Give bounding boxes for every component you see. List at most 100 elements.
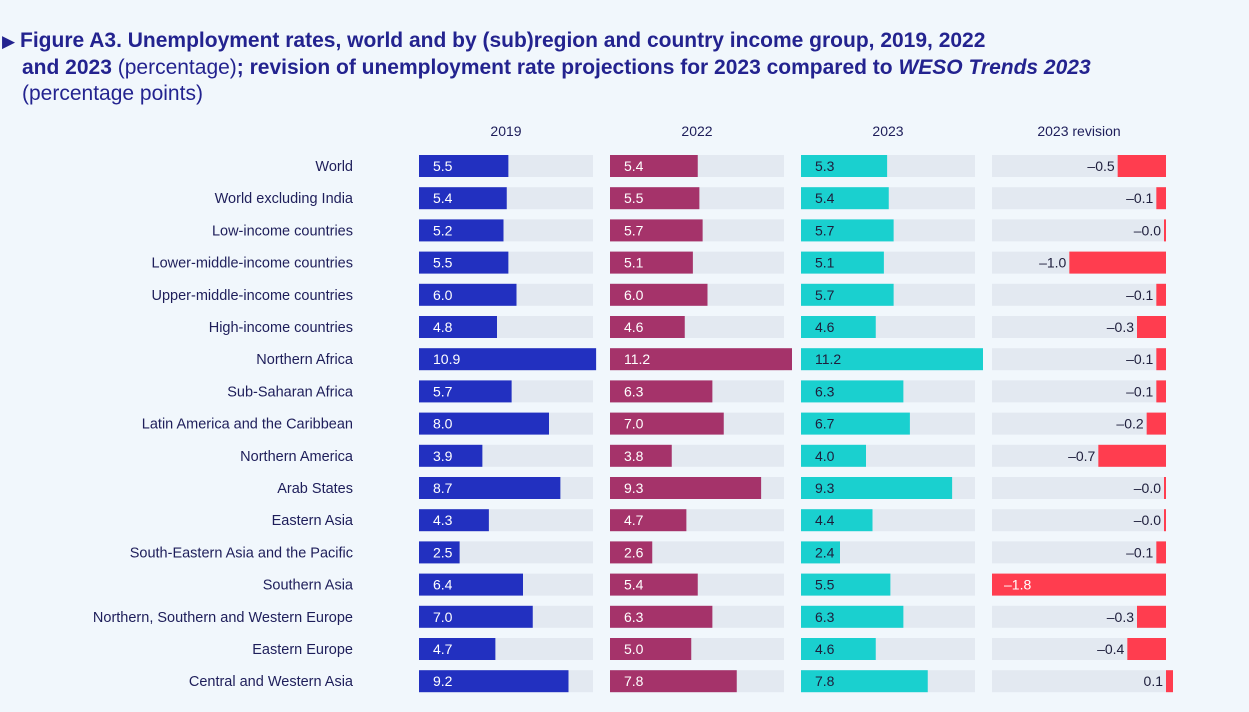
bar-revision: [1156, 348, 1166, 371]
bar-2023: [801, 251, 884, 274]
title-line-2-italic: WESO Trends 2023: [898, 56, 1091, 79]
data-label: 4.4: [815, 512, 835, 528]
data-label: 6.0: [624, 287, 644, 303]
bar-track: [992, 541, 1166, 564]
row-label: Northern Africa: [256, 352, 354, 368]
bar-track: [419, 541, 593, 564]
data-label: 5.2: [433, 222, 453, 238]
bar-track: [992, 638, 1166, 660]
data-label: 4.8: [433, 319, 453, 335]
bar-2019: [419, 509, 489, 532]
bar-revision: [1146, 412, 1166, 435]
data-label: 5.3: [815, 158, 835, 174]
row-label: High-income countries: [209, 320, 353, 336]
data-label: 7.8: [815, 673, 835, 689]
bar-2022: [610, 316, 685, 338]
bar-2022: [610, 573, 698, 596]
bar-2022: [610, 509, 687, 532]
data-label: 5.1: [815, 255, 835, 271]
data-label: 4.6: [815, 319, 835, 335]
data-label: 6.3: [815, 609, 835, 625]
data-label: 6.3: [815, 383, 835, 399]
data-label: 5.7: [815, 222, 835, 238]
bar-2022: [610, 380, 713, 403]
row-label: Lower-middle-income countries: [152, 256, 353, 272]
data-label: 11.2: [624, 351, 650, 367]
row-label: Low-income countries: [212, 223, 353, 239]
bar-revision: [1156, 380, 1166, 403]
bar-2023: [801, 638, 876, 660]
row-label: South-Eastern Asia and the Pacific: [130, 545, 353, 561]
bar-track: [992, 670, 1166, 693]
data-label: 2.6: [624, 544, 644, 560]
data-label: 4.3: [433, 512, 453, 528]
bar-2022: [610, 477, 762, 499]
row-label: World: [315, 159, 353, 175]
bar-2019: [419, 541, 460, 564]
row-label: Eastern Europe: [252, 642, 353, 658]
title-line-2-bold-a: and 2023: [22, 56, 112, 79]
data-label: 7.0: [624, 416, 644, 432]
bar-revision: [1069, 251, 1166, 274]
data-label: 6.0: [433, 287, 453, 303]
bar-2023: [801, 187, 889, 210]
data-label: 11.2: [815, 351, 841, 367]
data-label: –0.1: [1126, 383, 1153, 399]
bar-track: [992, 605, 1166, 628]
bar-revision: [1164, 219, 1166, 242]
data-label: –0.1: [1126, 544, 1153, 560]
data-label: –0.0: [1134, 480, 1161, 496]
bar-2019: [419, 251, 509, 274]
data-label: 5.0: [624, 641, 644, 657]
bar-2019: [419, 444, 483, 467]
bar-track: [992, 477, 1166, 499]
row-label: World excluding India: [215, 191, 354, 207]
data-label: 10.9: [433, 351, 460, 367]
bar-revision: [1164, 509, 1166, 532]
bar-2022: [610, 348, 792, 371]
data-label: –0.5: [1087, 158, 1114, 174]
data-label: –1.8: [1004, 577, 1031, 593]
data-label: –0.3: [1107, 609, 1134, 625]
data-label: 5.7: [433, 383, 453, 399]
bar-track: [992, 283, 1166, 306]
bar-2019: [419, 283, 517, 306]
data-label: 5.5: [815, 577, 835, 593]
bar-revision: [1156, 541, 1166, 564]
data-label: 3.9: [433, 448, 453, 464]
bar-2022: [610, 283, 708, 306]
data-label: 2.5: [433, 544, 453, 560]
bar-2022: [610, 187, 700, 210]
data-label: 2.4: [815, 544, 835, 560]
title-marker-icon: ▶: [2, 32, 16, 51]
bar-track: [992, 380, 1166, 403]
title-line-2-normal: (percentage): [111, 56, 237, 79]
bar-2023: [801, 155, 888, 177]
bar-2019: [419, 155, 509, 177]
data-label: 5.4: [624, 577, 644, 593]
bar-revision: [1137, 605, 1166, 628]
column-header-2022: 2022: [681, 123, 712, 139]
data-label: 8.0: [433, 416, 453, 432]
bar-2019: [419, 348, 597, 371]
data-label: 5.4: [433, 190, 453, 206]
column-header-2019: 2019: [490, 123, 521, 139]
bar-revision: [992, 573, 1166, 596]
column-header-2023: 2023: [872, 123, 903, 139]
title-line-1: Figure A3. Unemployment rates, world and…: [20, 29, 986, 52]
data-label: 6.7: [815, 416, 835, 432]
bar-2019: [419, 605, 533, 628]
data-label: 9.2: [433, 673, 453, 689]
bar-2019: [419, 638, 496, 660]
data-label: 3.8: [624, 448, 644, 464]
bar-revision: [1164, 477, 1166, 499]
data-label: 5.1: [624, 255, 644, 271]
bar-2019: [419, 477, 561, 499]
bar-2023: [801, 219, 894, 242]
bar-2022: [610, 605, 713, 628]
bar-track: [992, 509, 1166, 532]
bar-2019: [419, 670, 569, 693]
bar-2022: [610, 412, 724, 435]
data-label: –0.1: [1126, 190, 1153, 206]
